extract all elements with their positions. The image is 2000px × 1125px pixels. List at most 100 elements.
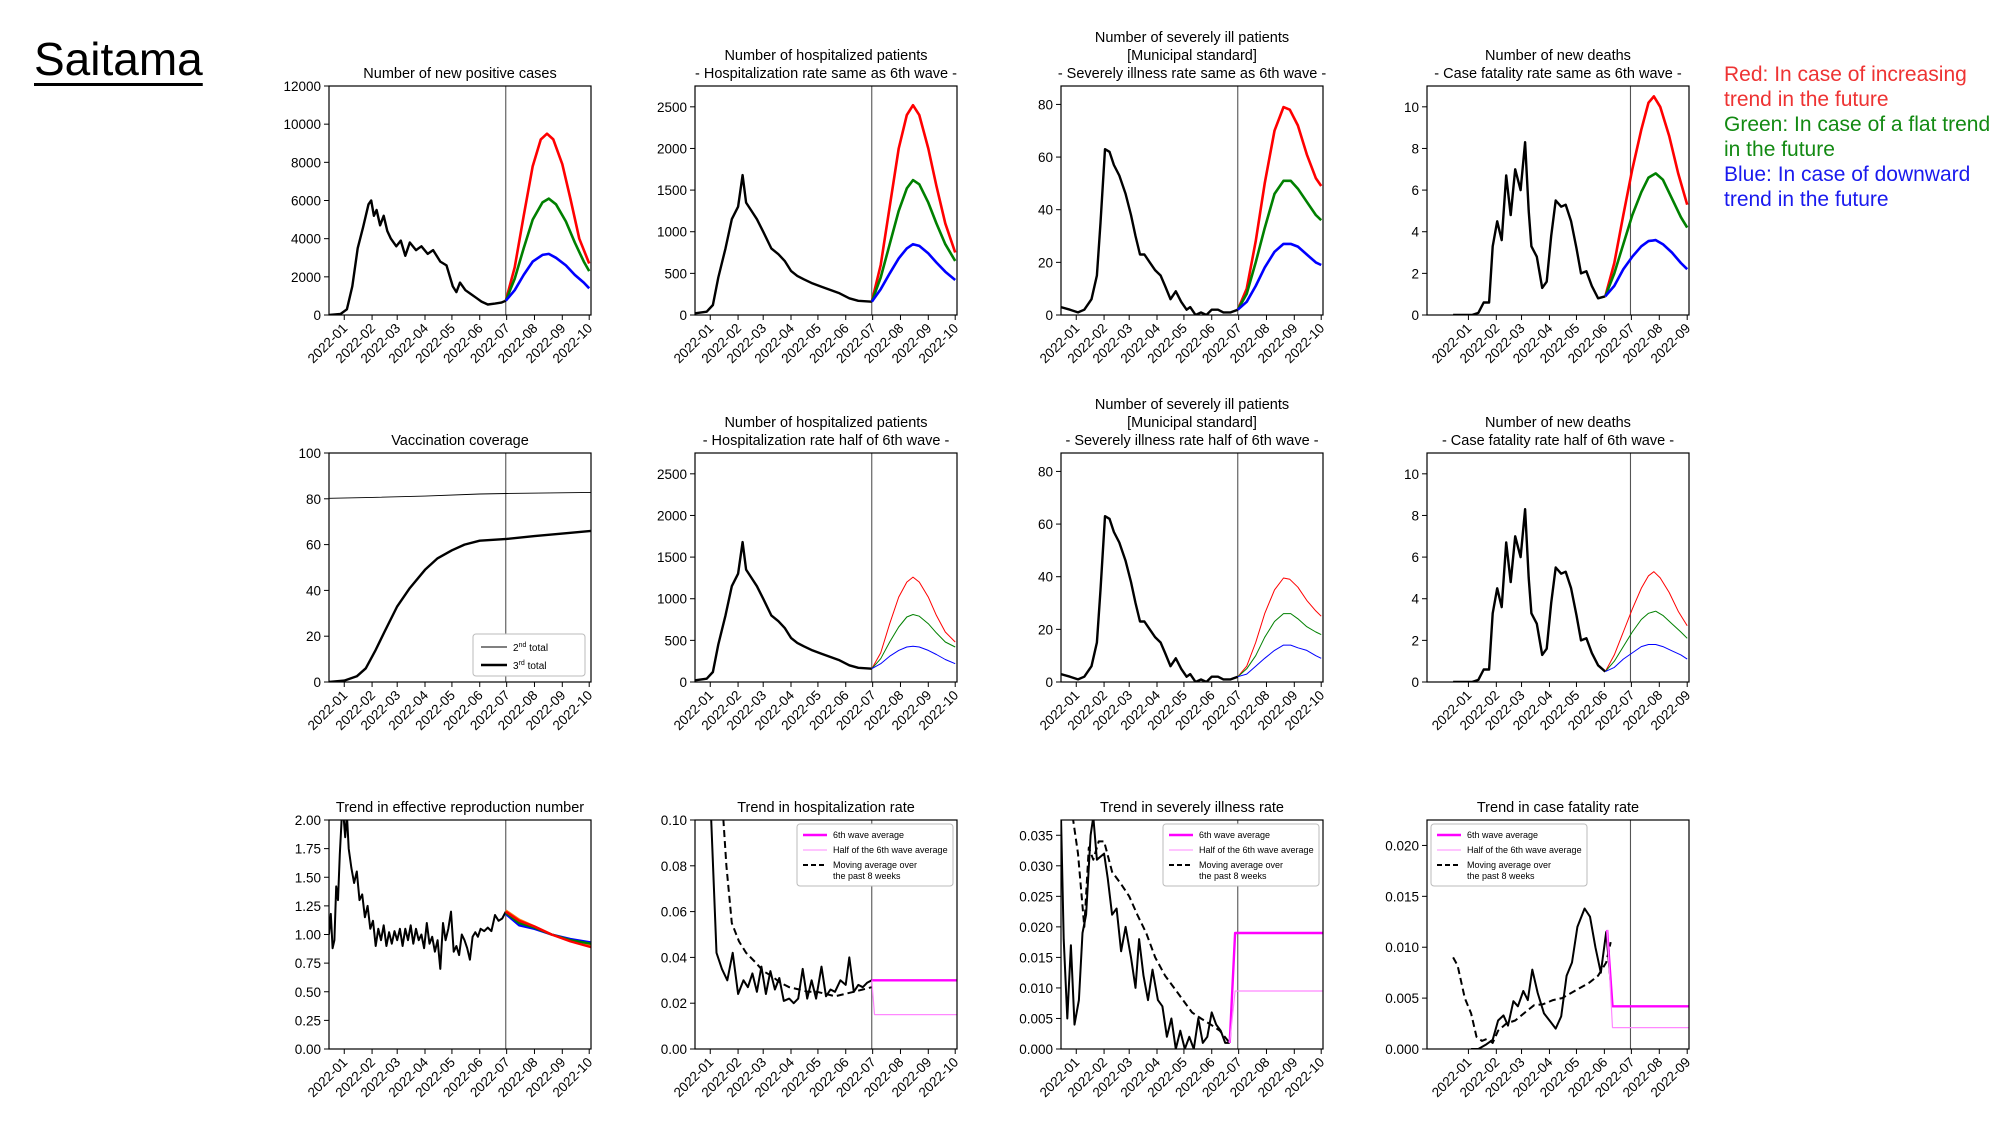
plot-frame — [1060, 85, 1324, 316]
y-tick-label: 0.08 — [661, 859, 687, 874]
y-tick-label: 80 — [1038, 97, 1053, 112]
y-tick-label: 10000 — [283, 117, 321, 132]
series-group — [710, 820, 957, 1016]
chart-legend: 6th wave average Half of the 6th wave ave… — [1430, 823, 1588, 887]
series-line-black — [329, 820, 507, 970]
y-tick-label: 0.000 — [1385, 1042, 1419, 1057]
y-tick-label: 80 — [1038, 464, 1053, 479]
page-title: Saitama — [34, 33, 203, 85]
y-tick-label: 2 — [1411, 266, 1419, 281]
y-tick-label: 2500 — [657, 467, 687, 482]
chart-vaccination: Vaccination coverage0204060801002022-012… — [298, 433, 595, 733]
chart-title-line: - Case fatality rate same as 6th wave - — [1434, 66, 1682, 82]
y-tick-label: 8 — [1411, 508, 1419, 523]
legend-label: 6th wave average — [1199, 830, 1270, 840]
chart-title-line: Number of severely ill patients — [1095, 30, 1289, 46]
series-line-red — [871, 576, 956, 669]
plot-frame — [328, 85, 592, 316]
y-tick-label: 1000 — [657, 592, 687, 607]
series-line-black — [695, 540, 872, 682]
y-tick-label: 0.75 — [295, 956, 321, 971]
legend-label: Moving average over the past 8 weeks — [1467, 860, 1551, 881]
chart-title-line: - Hospitalization rate same as 6th wave … — [695, 66, 957, 82]
scenario-note-blue: Blue: In case of downward trend in the f… — [1724, 163, 1971, 211]
y-tick-label: 10 — [1404, 100, 1419, 115]
y-tick-label: 60 — [1038, 150, 1053, 165]
scenario-note-green: Green: In case of a flat trend in the fu… — [1724, 113, 1991, 161]
y-tick-label: 0.04 — [661, 950, 688, 965]
series-group — [329, 820, 591, 970]
y-tick-label: 0 — [679, 675, 687, 690]
chart-hosp-same: Number of hospitalized patients - Hospita… — [657, 48, 961, 366]
y-tick-label: 2000 — [291, 270, 321, 285]
plot-frame — [1426, 452, 1690, 683]
legend-label: 6th wave average — [833, 830, 904, 840]
chart-title-line: Number of new deaths — [1485, 48, 1631, 64]
legend-label: Half of the 6th wave average — [1199, 845, 1314, 855]
y-tick-label: 20 — [1038, 622, 1053, 637]
y-tick-label: 0.015 — [1385, 889, 1419, 904]
y-tick-label: 8000 — [291, 155, 321, 170]
series-line-black — [1072, 820, 1231, 1044]
chart-title-line: Trend in severely illness rate — [1100, 800, 1284, 816]
chart-title-line: Trend in effective reproduction number — [336, 800, 584, 816]
plot-frame — [1060, 819, 1324, 1050]
series-line-black — [1453, 141, 1606, 315]
legend-box — [1162, 823, 1320, 887]
series-line-blue — [870, 242, 957, 303]
series-line-pink — [871, 980, 957, 1016]
series-line-blue — [1236, 242, 1322, 311]
y-tick-label: 4 — [1411, 225, 1419, 240]
y-tick-label: 40 — [1038, 570, 1053, 585]
series-line-green — [1604, 610, 1688, 672]
y-tick-label: 0 — [313, 675, 321, 690]
series-line-green — [870, 178, 957, 303]
y-tick-label: 0 — [1411, 308, 1419, 323]
chart-legend: 2nd total 3rd total — [472, 633, 586, 677]
series-group — [329, 491, 591, 682]
series-line-blue — [1237, 644, 1322, 678]
y-tick-label: 0.020 — [1385, 838, 1419, 853]
series-line-magenta — [1605, 929, 1689, 1008]
series-line-black — [329, 491, 591, 499]
series-line-blue — [1605, 644, 1688, 673]
chart-deaths-half: Number of new deaths - Case fatality rate… — [1404, 415, 1693, 733]
series-line-black — [710, 820, 873, 1005]
chart-title-line: - Severely illness rate half of 6th wave… — [1065, 433, 1318, 449]
y-tick-label: 2500 — [657, 100, 687, 115]
series-line-red — [1604, 571, 1688, 672]
series-line-black — [1061, 148, 1239, 315]
y-tick-label: 0.00 — [661, 1042, 687, 1057]
series-line-red — [1236, 105, 1323, 311]
chart-title-line: - Severely illness rate same as 6th wave… — [1058, 66, 1327, 82]
y-tick-label: 8 — [1411, 141, 1419, 156]
y-tick-label: 0.06 — [661, 905, 687, 920]
y-tick-label: 0 — [313, 308, 321, 323]
series-line-red — [1237, 577, 1322, 678]
y-tick-label: 40 — [1038, 203, 1053, 218]
y-tick-label: 0 — [1045, 675, 1053, 690]
chart-severe-rate: Trend in severely illness rate 0.000 0.005… — [1019, 800, 1327, 1100]
series-group — [1453, 95, 1689, 315]
plot-frame — [1426, 819, 1690, 1050]
series-group — [695, 540, 956, 682]
y-tick-label: 80 — [306, 492, 321, 507]
chart-title-line: Number of new deaths — [1485, 415, 1631, 431]
legend-label: 3rd total — [513, 660, 546, 672]
series-line-red — [1604, 95, 1689, 297]
y-tick-label: 1.00 — [295, 928, 321, 943]
plot-frame — [694, 85, 958, 316]
series-line-blue — [871, 645, 956, 670]
chart-title-line: [Municipal standard] — [1127, 48, 1257, 64]
chart-legend: 6th wave average Half of the 6th wave ave… — [796, 823, 954, 887]
y-tick-label: 2000 — [657, 141, 687, 156]
y-tick-label: 20 — [306, 629, 321, 644]
chart-deaths-same: Number of new deaths - Case fatality rate… — [1404, 48, 1693, 366]
chart-severe-same: Number of severely ill patients [Municipa… — [1037, 30, 1328, 366]
series-line-red — [505, 910, 591, 949]
series-line-black — [329, 199, 507, 315]
series-line-black — [1471, 907, 1612, 1049]
chart-hosp-rate: Trend in hospitalization rate 0.00 0.02 0.0… — [661, 800, 962, 1100]
chart-new-cases: Number of new positive cases 0 2000 4000 600… — [283, 66, 595, 366]
